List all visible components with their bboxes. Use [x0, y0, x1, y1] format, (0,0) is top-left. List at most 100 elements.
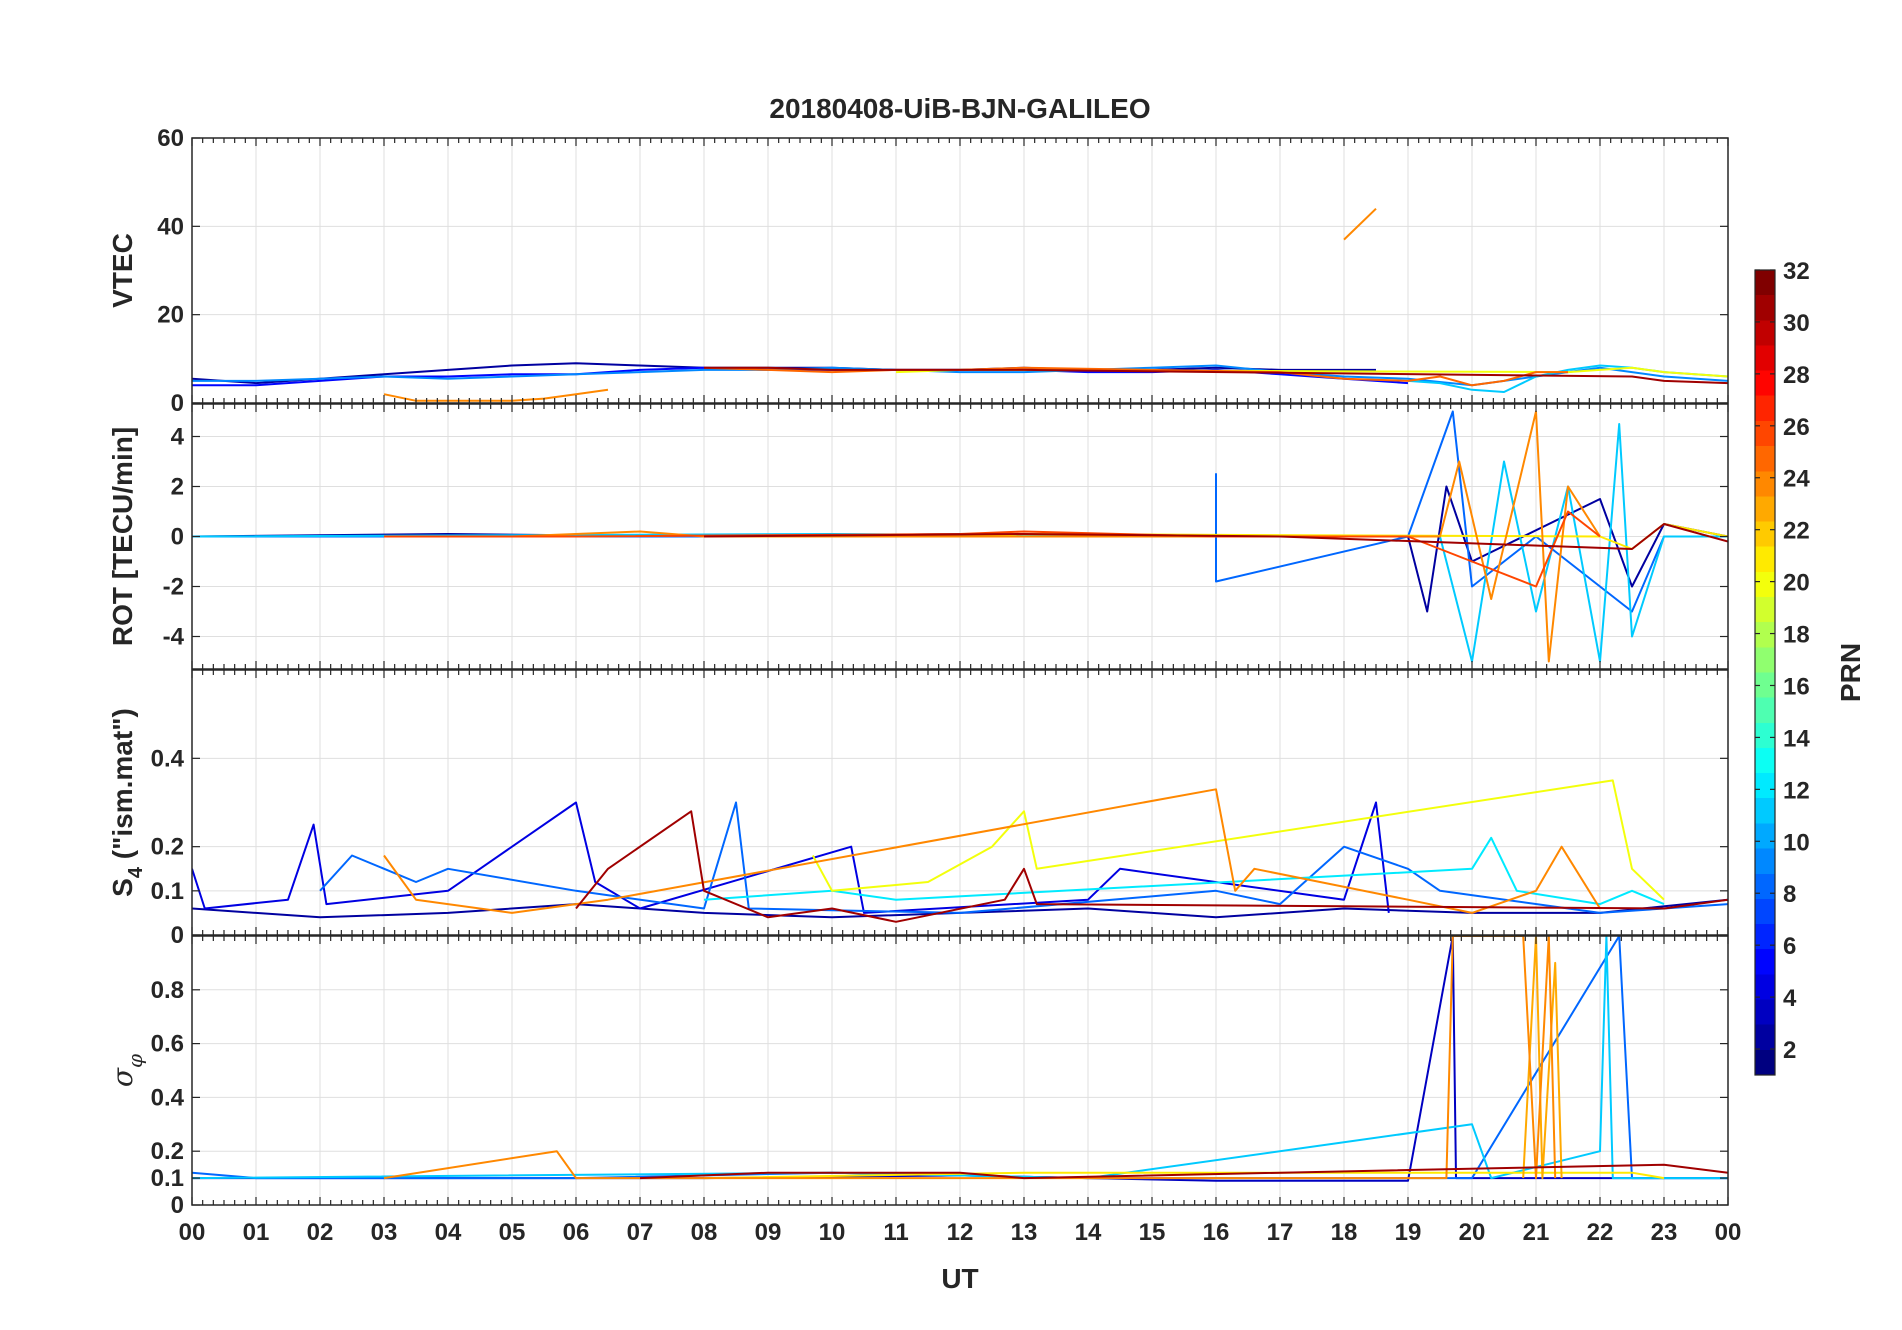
x-axis: 00 01 02 03 04 05 06 07 08 09 10 11 12 13 14 15 16 17 18 19…: [179, 1219, 1742, 1246]
y-axis-label-rot: ROT [TECU/min]: [107, 427, 138, 646]
x-tick-label: 05: [499, 1219, 526, 1246]
x-ticks: [191, 404, 1729, 669]
colorbar-tick-label: 14: [1783, 725, 1810, 752]
colorbar-tick-label: 24: [1783, 466, 1810, 493]
panel-vtec: 0 20 40 60 VTEC: [107, 125, 1729, 417]
y-tick-label: 0: [171, 524, 184, 551]
x-tick-label: 02: [307, 1219, 334, 1246]
colorbar-tick-label: 4: [1783, 985, 1797, 1012]
y-tick-label: -4: [163, 624, 185, 651]
colorbar-tick-label: 22: [1783, 518, 1810, 545]
series-prn-31: [639, 1163, 1728, 1180]
y-axis-label-s4: S4 ("ism.mat"): [107, 708, 147, 897]
x-tick-label: 06: [563, 1219, 590, 1246]
x-tick-label: 17: [1267, 1219, 1294, 1246]
grid: [191, 935, 1729, 1206]
series-prn-24: [383, 788, 1601, 914]
y-tick-label: 0.8: [151, 977, 184, 1004]
x-tick-label: 14: [1075, 1219, 1102, 1246]
grid: [191, 137, 1729, 404]
colorbar-tick-label: 8: [1783, 881, 1796, 908]
series-prn-31: [703, 523, 1728, 550]
x-tick-label: 15: [1139, 1219, 1166, 1246]
y-axis-label-sub: φ: [123, 1054, 147, 1068]
x-ticks: [191, 670, 1729, 935]
y-tick-label: 0.4: [151, 745, 185, 772]
x-tick-label: 19: [1395, 1219, 1422, 1246]
x-tick-label: 03: [371, 1219, 398, 1246]
y-axis-label-base: σ: [106, 1067, 139, 1087]
y-tick-label: 0.2: [151, 834, 184, 861]
x-tick-label: 12: [947, 1219, 974, 1246]
colorbar-tick-label: 10: [1783, 829, 1810, 856]
series-prn-24: [383, 936, 1557, 1180]
series-prn-24: [1343, 207, 1377, 241]
series-prn-11: [1407, 364, 1728, 393]
series-prn-24: [384, 410, 1601, 663]
colorbar-tick-label: 18: [1783, 622, 1810, 649]
panel-sigma_phi: 00.10.2 0.4 0.6 0.8 σφ: [106, 935, 1729, 1219]
colorbar-tick-label: 12: [1783, 777, 1810, 804]
x-tick-label: 00: [179, 1219, 206, 1246]
x-tick-label: 21: [1523, 1219, 1550, 1246]
x-tick-label: 11: [883, 1219, 908, 1246]
x-tick-label: 18: [1331, 1219, 1358, 1246]
x-tick-label: 07: [627, 1219, 654, 1246]
x-tick-label: 10: [819, 1219, 846, 1246]
series-prn-2: [192, 362, 1376, 385]
y-tick-label: 4: [171, 424, 185, 451]
panel-s4: 00.10.20.4S4 ("ism.mat"): [107, 669, 1729, 949]
x-tick-label: 16: [1203, 1219, 1230, 1246]
colorbar-tick-label: 6: [1783, 933, 1796, 960]
series-prn-8: [319, 801, 1728, 914]
colorbar-tick-label: 26: [1783, 414, 1810, 441]
y-tick-label: 0: [171, 390, 184, 417]
y-tick-label: 20: [157, 302, 184, 329]
y-tick-label: 0.2: [151, 1138, 184, 1165]
colorbar-tick-label: 28: [1783, 362, 1810, 389]
colorbar-tick-label: 32: [1783, 258, 1810, 285]
y-tick-label: 60: [157, 125, 184, 152]
x-tick-label: 00: [1715, 1219, 1742, 1246]
y-axis-label-vtec: VTEC: [107, 233, 138, 308]
x-tick-label: 08: [691, 1219, 718, 1246]
series-group: [192, 779, 1728, 923]
series-group: [192, 936, 1728, 1182]
series-prn-25: [703, 366, 1568, 387]
panel-rot: -4 -2 0 2 4 ROT [TECU/min]: [107, 403, 1729, 670]
x-axis-label: UT: [941, 1263, 978, 1294]
y-tick-label: -2: [163, 574, 184, 601]
y-tick-label: 2: [171, 474, 184, 501]
x-ticks: [191, 936, 1729, 1205]
y-axis-label-suffix: ("ism.mat"): [107, 708, 138, 867]
y-tick-label: 0.4: [151, 1084, 185, 1111]
x-tick-label: 01: [243, 1219, 270, 1246]
colorbar-tick-label: 2: [1783, 1037, 1796, 1064]
colorbar-tick-label: 20: [1783, 570, 1810, 597]
x-ticks: [191, 138, 1729, 403]
x-tick-label: 23: [1651, 1219, 1678, 1246]
colorbar-tick-label: 30: [1783, 310, 1810, 337]
colorbar-gradient: [1754, 269, 1776, 1076]
y-tick-label: 40: [157, 213, 184, 240]
series-prn-4: [192, 801, 1390, 914]
colorbar-tick-label: 16: [1783, 673, 1810, 700]
x-tick-label: 13: [1011, 1219, 1038, 1246]
x-tick-label: 22: [1587, 1219, 1614, 1246]
series-prn-31: [575, 810, 1728, 923]
chart-title: 20180408-UiB-BJN-GALILEO: [769, 93, 1150, 124]
y-tick-label: 0.1: [151, 1165, 184, 1192]
x-tick-label: 04: [435, 1219, 462, 1246]
y-tick-label: 0.1: [151, 878, 184, 905]
series-group: [192, 410, 1728, 663]
x-tick-label: 20: [1459, 1219, 1486, 1246]
series-group: [192, 207, 1728, 402]
series-prn-31: [704, 366, 1728, 385]
y-axis-label-sub: 4: [125, 866, 147, 878]
y-axis-label-sigma_phi: σφ: [106, 1054, 147, 1087]
y-tick-label: 0.6: [151, 1031, 184, 1058]
series-prn-23: [1522, 936, 1563, 1180]
